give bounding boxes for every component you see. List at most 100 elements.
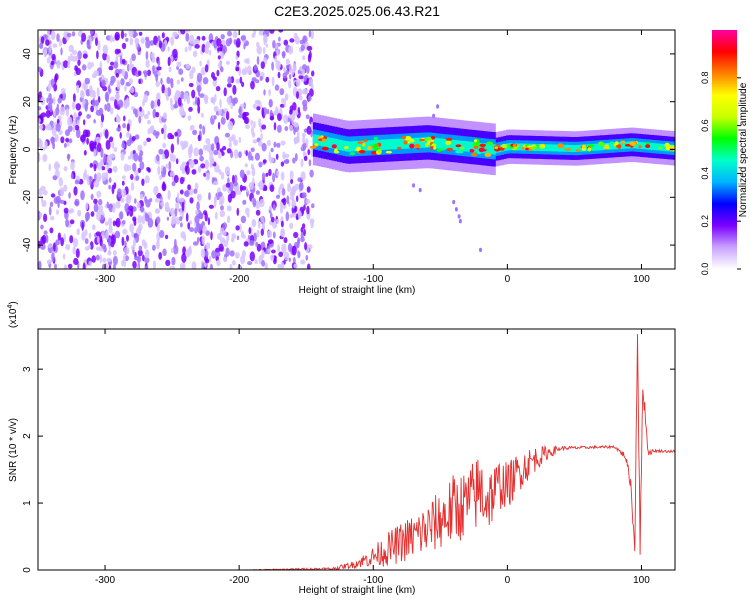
noise-blob	[73, 257, 79, 266]
noise-blob	[220, 66, 224, 73]
noise-blob	[46, 97, 49, 104]
noise-blob	[46, 57, 51, 64]
noise-blob	[152, 65, 155, 75]
noise-blob	[276, 142, 281, 148]
ridge-core	[471, 141, 475, 153]
noise-blob	[49, 201, 54, 208]
noise-blob	[246, 57, 250, 65]
noise-blob	[255, 190, 260, 196]
noise-blob	[112, 220, 116, 227]
noise-blob	[213, 198, 217, 208]
noise-blob	[81, 64, 87, 71]
ridge-blob	[367, 146, 372, 151]
noise-blob	[272, 40, 276, 49]
noise-blob	[126, 234, 129, 242]
noise-blob	[87, 61, 92, 70]
noise-blob	[268, 99, 273, 108]
noise-blob	[183, 233, 187, 242]
noise-blob	[130, 181, 135, 191]
noise-blob	[91, 73, 97, 79]
noise-blob	[294, 183, 300, 191]
noise-blob	[134, 198, 137, 204]
noise-blob	[229, 263, 233, 269]
noise-blob	[170, 247, 175, 254]
noise-blob	[249, 251, 255, 262]
noise-blob	[290, 178, 294, 184]
ridge-core	[409, 138, 413, 149]
noise-blob	[227, 76, 232, 84]
noise-blob	[109, 80, 114, 86]
noise-blob	[144, 212, 148, 219]
x-tick-label: -200	[229, 575, 249, 586]
ridge-core	[350, 141, 354, 152]
noise-blob	[230, 104, 233, 110]
noise-blob	[220, 116, 226, 125]
noise-blob	[196, 221, 200, 228]
noise-blob	[253, 64, 258, 71]
noise-blob	[200, 163, 206, 169]
noise-blob	[300, 227, 304, 233]
noise-blob	[137, 70, 142, 76]
y-tick-label: 1	[22, 500, 33, 506]
noise-blob	[47, 244, 53, 248]
noise-blob	[116, 80, 121, 90]
noise-blob	[150, 52, 155, 60]
noise-blob	[284, 93, 289, 101]
noise-blob	[107, 217, 113, 227]
noise-blob	[40, 36, 45, 45]
figure-title: C2E3.2025.025.06.43.R21	[274, 3, 440, 19]
noise-blob	[63, 264, 68, 269]
noise-blob	[86, 114, 91, 119]
noise-blob	[201, 43, 206, 53]
ridge-blob	[371, 151, 378, 155]
noise-blob	[167, 46, 170, 52]
noise-blob	[114, 230, 121, 239]
noise-blob	[39, 42, 44, 49]
ridge-blob	[433, 146, 437, 150]
noise-blob	[139, 193, 144, 200]
ridge-blob	[669, 145, 675, 149]
noise-blob	[131, 231, 135, 238]
ridge-core	[548, 144, 553, 152]
noise-blob	[260, 133, 263, 141]
noise-blob	[221, 151, 225, 157]
ridge-blob	[362, 143, 366, 147]
noise-blob	[300, 259, 306, 265]
ridge-core	[401, 138, 405, 149]
noise-blob	[309, 88, 314, 97]
noise-blob	[302, 151, 307, 157]
noise-blob	[240, 35, 246, 41]
noise-blob	[52, 96, 56, 105]
ridge-blob	[665, 147, 671, 151]
noise-blob	[197, 86, 201, 97]
faint-streak	[418, 187, 422, 193]
noise-blob	[83, 150, 87, 156]
noise-blob	[120, 78, 125, 86]
noise-blob	[217, 55, 221, 60]
noise-blob	[262, 221, 265, 230]
noise-blob	[71, 31, 76, 37]
noise-blob	[179, 207, 183, 216]
noise-blob	[133, 108, 138, 115]
ridge-blob	[459, 146, 465, 150]
noise-blob	[291, 68, 295, 76]
noise-blob	[137, 144, 143, 152]
noise-blob	[124, 84, 127, 92]
noise-blob	[88, 232, 92, 239]
noise-blob	[42, 153, 48, 162]
ridge-blob	[321, 138, 327, 142]
noise-blob	[107, 251, 112, 256]
noise-blob	[94, 173, 97, 181]
noise-blob	[193, 188, 198, 194]
snr-ticks: -300 -200 -100 0 100 0 1 2 3	[22, 329, 675, 586]
noise-blob	[272, 231, 276, 239]
noise-blob	[215, 86, 221, 92]
noise-blob	[225, 111, 230, 121]
noise-blob	[253, 120, 256, 129]
noise-blob	[101, 166, 106, 171]
noise-blob	[265, 43, 269, 48]
noise-blob	[65, 137, 70, 143]
noise-blob	[256, 229, 260, 238]
ridge-core	[388, 139, 392, 150]
ridge-core	[463, 141, 467, 152]
